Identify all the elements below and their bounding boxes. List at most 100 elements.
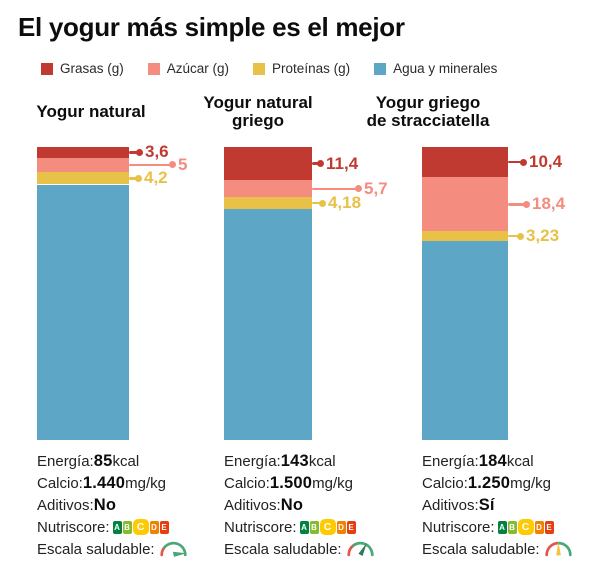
bar-segment-proteinas xyxy=(422,231,508,241)
legend: Grasas (g) Azúcar (g) Proteínas (g) Agua y … xyxy=(41,61,497,76)
nutriscore-letter-c: C xyxy=(132,519,149,535)
nutriscore-line: Nutriscore: A B C D E xyxy=(224,516,414,538)
fact-label: Calcio: xyxy=(37,474,83,492)
nutriscore-letter-e: E xyxy=(346,520,356,534)
fact-suffix: kcal xyxy=(112,452,140,470)
label-leader-line xyxy=(312,187,358,190)
column-header-line: Yogur griego xyxy=(375,92,481,112)
fact-value: 1.250 xyxy=(467,473,511,492)
health-gauge-icon xyxy=(544,541,572,557)
fact-suffix: mg/kg xyxy=(510,474,552,492)
fact-label: Energía: xyxy=(224,452,281,470)
nutriscore-letter-e: E xyxy=(544,520,554,534)
fact-line: Energía: 143 kcal xyxy=(224,450,414,472)
fact-line: Energía: 85 kcal xyxy=(37,450,227,472)
label-leader-line xyxy=(508,234,520,238)
nutriscore-letter-b: B xyxy=(309,520,319,534)
bar-segment-azucar xyxy=(422,177,508,232)
fact-label: Calcio: xyxy=(224,474,270,492)
bar-segment-proteinas xyxy=(224,197,312,210)
page-title: El yogur más simple es el mejor xyxy=(18,12,405,42)
fact-line: Calcio: 1.440 mg/kg xyxy=(37,472,227,494)
segment-value-label: 5 xyxy=(178,154,188,174)
fact-line: Aditivos: No xyxy=(37,494,227,516)
health-scale-line: Escala saludable: xyxy=(224,538,414,560)
label-leader-line xyxy=(129,163,172,167)
legend-swatch-icon xyxy=(374,62,387,75)
label-leader-line xyxy=(508,160,523,164)
label-dot-icon xyxy=(519,158,527,166)
segment-value-label: 4,18 xyxy=(328,193,362,213)
nutriscore-letter-b: B xyxy=(507,520,517,534)
fact-line: Aditivos: No xyxy=(224,494,414,516)
fact-value: 184 xyxy=(478,451,507,470)
label-leader-line xyxy=(312,162,320,165)
fact-line: Aditivos: Sí xyxy=(422,494,600,516)
fact-label: Energía: xyxy=(37,452,94,470)
nutriscore-letter-e: E xyxy=(159,520,169,534)
fact-value: 1.500 xyxy=(269,473,313,492)
nutriscore-letter-d: D xyxy=(336,520,346,534)
bar-segment-azucar xyxy=(224,180,312,198)
fact-value: 85 xyxy=(93,451,113,470)
bar-segment-azucar xyxy=(37,157,129,173)
legend-item: Grasas (g) xyxy=(41,61,124,76)
label-dot-icon xyxy=(168,161,176,169)
legend-swatch-icon xyxy=(253,62,266,75)
health-scale-line: Escala saludable: xyxy=(37,538,227,560)
nutriscore-letter-c: C xyxy=(319,519,336,535)
fact-line: Calcio: 1.500 mg/kg xyxy=(224,472,414,494)
bar-segment-grasas xyxy=(422,147,508,178)
label-dot-icon xyxy=(134,174,142,182)
legend-label: Proteínas (g) xyxy=(272,61,351,76)
segment-value-label: 5,7 xyxy=(364,178,388,198)
column-header-line: griego xyxy=(232,111,284,130)
column-header: Yogur natural xyxy=(0,90,196,134)
column-header-line: Yogur natural xyxy=(203,92,313,112)
legend-item: Proteínas (g) xyxy=(253,61,350,76)
fact-value: Sí xyxy=(478,495,495,514)
label-leader-line xyxy=(312,201,322,205)
legend-item: Agua y minerales xyxy=(374,61,497,76)
segment-value-label: 10,4 xyxy=(529,152,563,172)
nutriscore-letter-d: D xyxy=(149,520,159,534)
label-dot-icon xyxy=(318,199,326,207)
bar-segment-agua xyxy=(224,209,312,440)
nutriscore-letter-a: A xyxy=(497,520,507,534)
fact-suffix: mg/kg xyxy=(125,474,167,492)
nutriscore-label: Nutriscore: xyxy=(422,518,495,536)
bar-segment-agua xyxy=(37,184,129,440)
label-dot-icon xyxy=(316,160,324,168)
label-dot-icon xyxy=(516,232,524,240)
segment-value-label: 3,6 xyxy=(145,142,169,162)
nutriscore-letter-a: A xyxy=(299,520,309,534)
health-gauge-icon xyxy=(159,541,187,557)
nutriscore-letter-d: D xyxy=(534,520,544,534)
legend-label: Agua y minerales xyxy=(393,61,498,76)
nutriscore-letter-c: C xyxy=(517,519,534,535)
fact-label: Aditivos: xyxy=(37,496,94,514)
segment-value-label: 18,4 xyxy=(532,194,566,214)
bar-segment-proteinas xyxy=(37,172,129,185)
segment-value-label: 11,4 xyxy=(326,153,359,173)
label-leader-line xyxy=(508,203,526,206)
label-leader-line xyxy=(129,151,139,154)
health-scale-line: Escala saludable: xyxy=(422,538,600,560)
segment-value-label: 3,23 xyxy=(526,226,560,246)
label-dot-icon xyxy=(522,200,530,208)
fact-suffix: kcal xyxy=(506,452,534,470)
legend-swatch-icon xyxy=(41,62,53,75)
fact-label: Aditivos: xyxy=(422,496,479,514)
legend-swatch-icon xyxy=(147,62,160,75)
fact-value: 143 xyxy=(280,451,309,470)
fact-line: Calcio: 1.250 mg/kg xyxy=(422,472,600,494)
column-header-text: Yogur griego de stracciatella xyxy=(367,92,490,131)
legend-label: Grasas (g) xyxy=(60,61,124,76)
bar-segment-agua xyxy=(422,240,508,440)
health-gauge-icon xyxy=(346,541,374,557)
column-header: Yogur natural griego xyxy=(153,90,363,134)
